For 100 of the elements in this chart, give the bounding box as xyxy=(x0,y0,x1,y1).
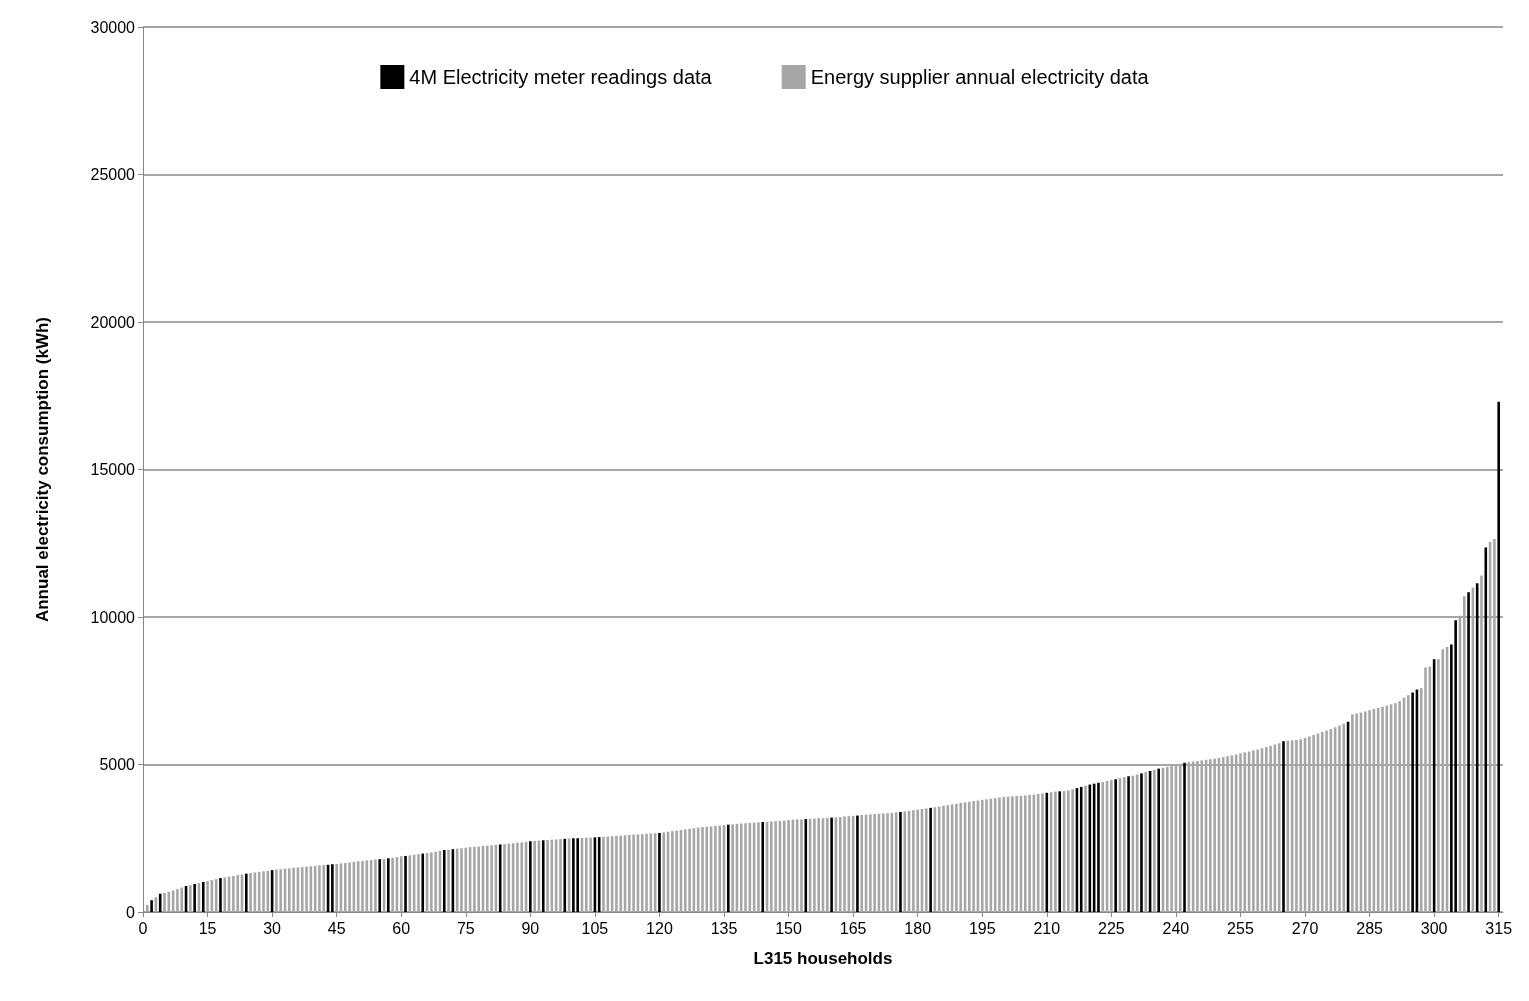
bar xyxy=(615,835,618,912)
bar xyxy=(838,817,842,912)
bar xyxy=(257,871,261,912)
bar xyxy=(770,821,773,912)
bar xyxy=(1200,760,1204,912)
bar xyxy=(1441,649,1445,912)
bar xyxy=(1140,773,1143,912)
bar xyxy=(972,801,975,912)
bar xyxy=(937,806,941,912)
bar xyxy=(1114,779,1117,912)
legend-label: 4M Electricity meter readings data xyxy=(409,66,713,88)
bar xyxy=(399,856,403,912)
bar xyxy=(804,819,808,912)
bar xyxy=(959,802,963,912)
bar xyxy=(597,837,601,912)
bar xyxy=(559,839,562,912)
bar xyxy=(942,805,945,912)
bar xyxy=(1282,741,1285,912)
bar xyxy=(490,845,493,912)
bar xyxy=(873,814,876,912)
bar xyxy=(404,855,407,912)
bar xyxy=(1028,794,1031,912)
bar xyxy=(249,873,252,912)
x-axis-title: L315 households xyxy=(753,949,893,968)
bar xyxy=(817,818,820,912)
x-tick-label: 195 xyxy=(968,919,996,937)
bar xyxy=(584,837,588,912)
bar xyxy=(727,824,730,912)
bar xyxy=(1312,735,1315,912)
bar xyxy=(830,817,833,912)
bar xyxy=(158,893,162,912)
x-tick-label: 30 xyxy=(263,919,282,937)
bar xyxy=(322,865,326,912)
bar xyxy=(572,838,575,912)
bar xyxy=(1299,739,1303,912)
bar xyxy=(1153,769,1156,912)
bar xyxy=(1110,780,1113,912)
x-tick-label: 210 xyxy=(1033,919,1061,937)
bar xyxy=(275,869,278,912)
bar xyxy=(739,823,743,912)
bar xyxy=(787,819,790,912)
bar xyxy=(675,830,678,912)
bar xyxy=(541,840,545,912)
bar xyxy=(262,871,265,912)
bar xyxy=(146,904,149,912)
bar xyxy=(206,881,209,912)
bar xyxy=(348,862,351,912)
bar xyxy=(232,876,235,912)
bar xyxy=(628,835,631,912)
bar xyxy=(1398,701,1402,912)
bar xyxy=(980,799,984,912)
bar xyxy=(1351,714,1354,912)
bar xyxy=(1178,764,1182,912)
bar xyxy=(1221,757,1225,912)
bar xyxy=(529,841,532,912)
bar xyxy=(757,822,760,912)
bar xyxy=(1002,796,1006,912)
bar xyxy=(223,877,227,912)
bar xyxy=(1381,706,1384,912)
bar xyxy=(498,844,502,912)
bar xyxy=(1122,777,1126,912)
bar xyxy=(602,836,605,912)
x-tick-label: 105 xyxy=(581,919,609,937)
bar xyxy=(1493,539,1496,912)
bar xyxy=(176,888,179,912)
bar xyxy=(1079,786,1083,912)
x-tick-label: 255 xyxy=(1227,919,1254,937)
bar xyxy=(1355,713,1358,912)
bar xyxy=(1101,781,1105,912)
bar xyxy=(279,869,283,912)
bar xyxy=(640,834,644,912)
bar xyxy=(1144,772,1148,912)
bar xyxy=(761,822,765,912)
y-tick-label: 5000 xyxy=(99,756,136,773)
bar xyxy=(343,863,347,912)
bar xyxy=(1183,762,1186,912)
x-tick-label: 315 xyxy=(1485,919,1513,937)
legend-label: Energy supplier annual electricity data xyxy=(810,66,1150,88)
bar xyxy=(1252,750,1255,912)
bar xyxy=(244,873,248,912)
x-tick-label: 0 xyxy=(138,919,148,937)
bar xyxy=(1015,796,1018,912)
bar xyxy=(180,887,184,912)
y-tick-label: 25000 xyxy=(90,166,136,183)
bar xyxy=(288,868,291,912)
bar xyxy=(1462,596,1466,912)
bar xyxy=(985,799,988,912)
bar xyxy=(1497,401,1500,912)
bar xyxy=(916,809,919,912)
y-tick-label: 30000 xyxy=(90,18,136,36)
x-tick-label: 90 xyxy=(521,919,540,937)
x-tick-label: 285 xyxy=(1356,919,1384,937)
bar xyxy=(843,816,846,912)
bar xyxy=(1127,776,1130,912)
bar xyxy=(701,827,704,912)
bar xyxy=(929,807,932,912)
bar xyxy=(1325,730,1328,912)
bar xyxy=(924,808,928,912)
bar xyxy=(563,838,567,912)
bar xyxy=(1067,790,1070,912)
